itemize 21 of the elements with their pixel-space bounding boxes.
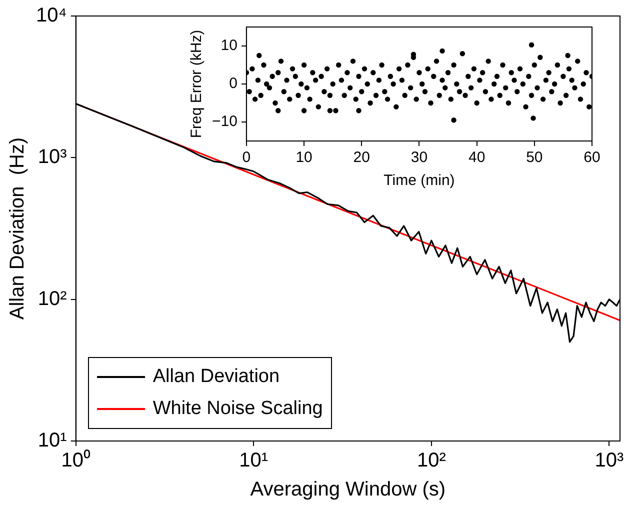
x-tick-label: 10³ (594, 450, 624, 472)
y-tick-label: 0 (229, 75, 238, 92)
y-axis-title: Freq Error (kHz) (188, 30, 206, 138)
y-tick-label: −10 (212, 113, 238, 130)
y-tick-label: 10² (38, 288, 68, 310)
legend-label: Allan Deviation (152, 366, 280, 388)
x-tick-label: 10² (416, 450, 446, 472)
x-tick-label: 30 (410, 149, 428, 166)
y-tick-label: 10⁴ (36, 4, 67, 27)
x-axis-title: Averaging Window (s) (250, 478, 446, 501)
x-tick-label: 50 (526, 149, 543, 166)
x-tick-label: 40 (468, 149, 486, 166)
x-tick-label: 20 (353, 149, 370, 166)
y-tick-label: 10 (220, 37, 238, 54)
x-tick-label: 10 (296, 149, 312, 166)
x-axis-title: Time (min) (384, 172, 455, 190)
legend-label: White Noise Scaling (152, 398, 323, 420)
x-tick-label: 10¹ (239, 450, 268, 472)
y-axis-title: Allan Deviation (Hz) (6, 137, 29, 320)
x-tick-label: 0 (242, 149, 251, 166)
x-tick-label: 60 (584, 149, 600, 166)
